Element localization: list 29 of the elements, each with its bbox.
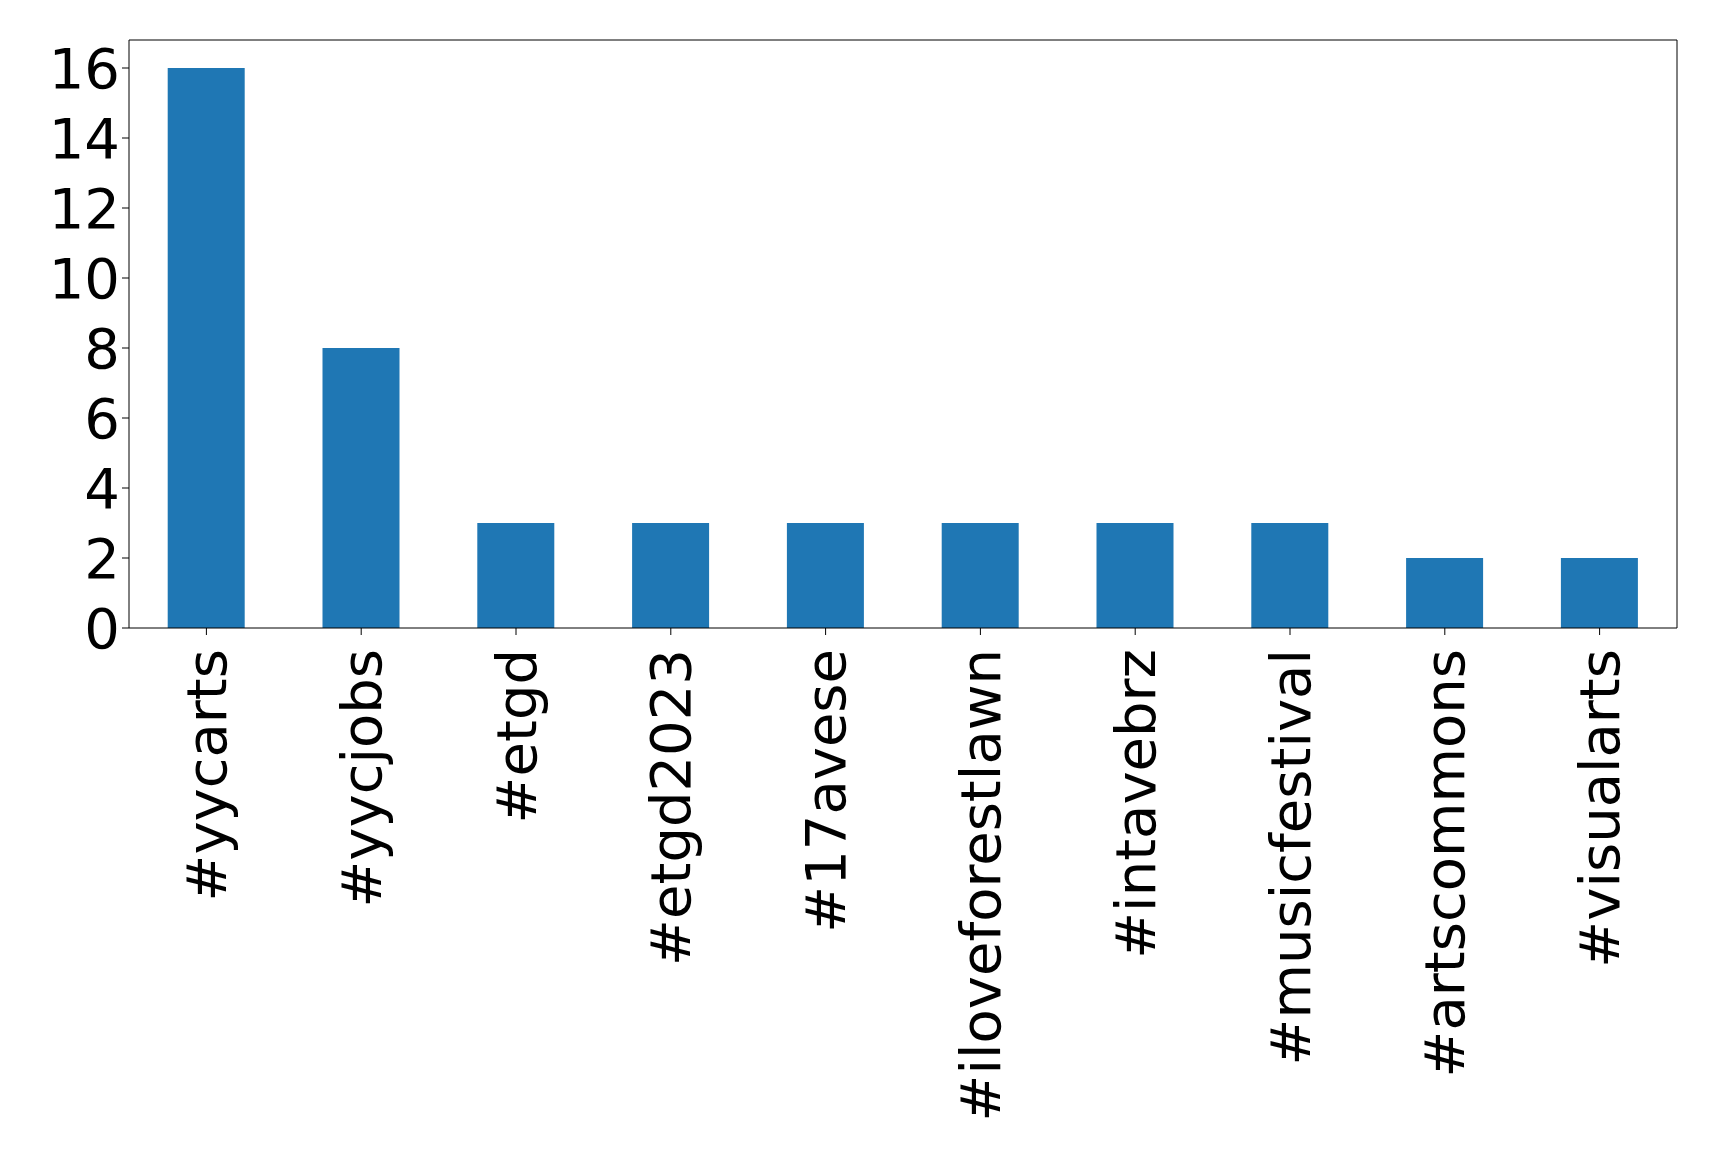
x-tick-label: #17avese — [793, 649, 859, 933]
x-tick-label: #etgd — [483, 649, 549, 824]
bar — [477, 523, 555, 628]
bar — [632, 523, 710, 628]
bar — [167, 68, 245, 628]
y-tick-label: 8 — [84, 315, 120, 381]
y-tick-label: 16 — [48, 35, 120, 101]
bar — [322, 348, 400, 628]
y-tick-label: 4 — [84, 455, 120, 521]
y-tick-label: 0 — [84, 595, 120, 661]
bar — [1096, 523, 1174, 628]
x-tick-label: #iloveforestlawn — [947, 649, 1013, 1122]
bar — [1251, 523, 1329, 628]
x-tick-label: #etgd2023 — [638, 649, 704, 966]
x-tick-label: #yycarts — [173, 649, 239, 902]
bar — [941, 523, 1019, 628]
bar — [786, 523, 864, 628]
x-tick-label: #yycjobs — [328, 649, 394, 908]
y-tick-label: 10 — [48, 245, 120, 311]
y-tick-label: 2 — [84, 525, 120, 591]
x-tick-label: #artscommons — [1412, 649, 1478, 1078]
bar — [1406, 558, 1484, 628]
y-tick-label: 14 — [48, 105, 120, 171]
x-tick-label: #intavebrz — [1102, 649, 1168, 959]
x-tick-label: #musicfestival — [1257, 649, 1323, 1066]
y-tick-label: 12 — [48, 175, 120, 241]
y-tick-label: 6 — [84, 385, 120, 451]
x-tick-label: #visualarts — [1567, 649, 1633, 968]
bar — [1560, 558, 1638, 628]
